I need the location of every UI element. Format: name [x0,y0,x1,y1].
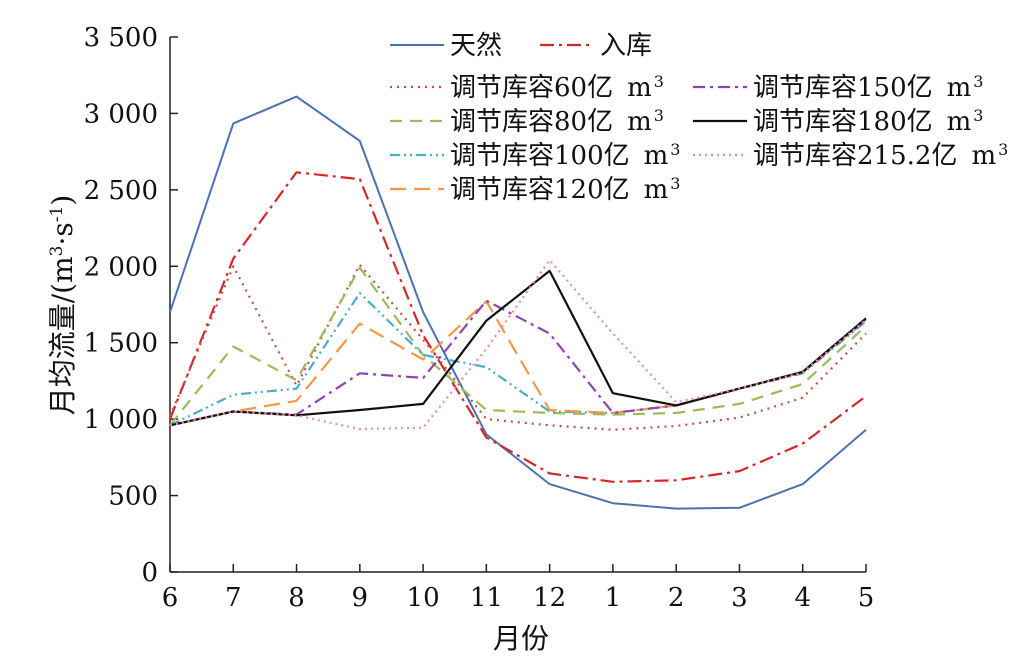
legend-unit: m [644,175,669,205]
legend-item-0: 天然 [390,31,502,61]
y-tick-label: 2 500 [84,176,158,206]
x-tick-label: 10 [407,583,440,613]
x-axis-title: 月份 [493,622,549,655]
legend-unit: m [947,73,972,103]
legend-unit-sup: 3 [973,106,983,125]
x-tick-label: 6 [162,583,179,613]
series-line-8 [169,259,867,431]
tick-labels: 0 500 1 000 1 500 2 000 2 500 3 000 3 500 6 7 8 9 10… [84,23,875,613]
y-tick-label: 2 000 [84,252,158,282]
legend-unit-sup: 3 [670,140,680,159]
y-axis-title-mid: ·s [46,222,79,245]
legend-label: 调节库容180亿 m 3 [753,106,983,138]
y-axis-title-sup1: 3 [47,246,67,257]
legend-unit: m [627,107,652,137]
y-tick-label: 0 [141,558,158,588]
series-line-0 [169,95,867,510]
legend-series-name: 天然 [450,31,502,61]
y-tick-label: 1 500 [84,329,158,359]
legend-unit-sup: 3 [998,140,1008,159]
series-line-1 [168,171,867,483]
y-tick-label: 3 000 [84,99,158,129]
legend-item-4: 调节库容100亿 m 3 [390,140,680,172]
legend-series-name: 调节库容215.2亿 [753,141,957,171]
x-tick-label: 1 [605,583,622,613]
legend-series-name: 入库 [600,31,652,61]
legend-series-name: 调节库容150亿 [753,73,933,103]
legend-label: 调节库容100亿 m 3 [450,140,680,172]
legend-series-name: 调节库容120亿 [450,175,630,205]
x-tick-label: 2 [668,583,685,613]
legend-item-1: 入库 [540,31,652,61]
x-tick-label: 7 [225,583,242,613]
legend-label: 调节库容80亿 m 3 [450,106,664,138]
legend-unit: m [947,107,972,137]
legend-label: 入库 [600,31,652,61]
x-tick-label: 8 [288,583,305,613]
y-axis-title-suffix: ) [46,195,79,206]
legend-item-8: 调节库容215.2亿 m 3 [693,140,1008,172]
legend-series-name: 调节库容100亿 [450,141,630,171]
y-tick-label: 500 [108,482,158,512]
legend-unit-sup: 3 [654,72,664,91]
y-axis-title: 月均流量/(m3·s-1) [46,195,79,416]
legend-label: 调节库容215.2亿 m 3 [753,140,1008,172]
legend-unit-sup: 3 [654,106,664,125]
y-axis-title-sup2: -1 [47,206,67,223]
x-tick-label: 3 [731,583,748,613]
legend-item-2: 调节库容60亿 m 3 [390,72,664,104]
x-tick-label: 12 [533,583,566,613]
series-line-6 [169,299,867,427]
series-line-3 [169,266,867,426]
legend-label: 调节库容150亿 m 3 [753,72,983,104]
series-line-2 [168,263,867,431]
legend-unit: m [644,141,669,171]
y-axis-title-prefix: 月均流量/(m [46,256,79,415]
plot-area [168,95,867,510]
series-line-5 [169,300,867,427]
legend-unit: m [627,73,652,103]
legend-label: 调节库容60亿 m 3 [450,72,664,104]
legend-series-name: 调节库容180亿 [753,107,933,137]
legend-series-name: 调节库容80亿 [450,107,613,137]
y-tick-label: 3 500 [84,23,158,53]
legend-item-3: 调节库容80亿 m 3 [390,106,664,138]
legend-label: 天然 [450,31,502,61]
legend-item-5: 调节库容120亿 m 3 [390,174,680,206]
legend-label: 调节库容120亿 m 3 [450,174,680,206]
axes [169,36,867,573]
x-tick-label: 9 [352,583,369,613]
x-tick-label: 5 [858,583,875,613]
x-tick-label: 11 [470,583,503,613]
legend-unit-sup: 3 [670,174,680,193]
y-tick-label: 1 000 [84,405,158,435]
x-tick-label: 4 [794,583,811,613]
legend-unit-sup: 3 [973,72,983,91]
legend-unit: m [971,141,996,171]
legend-item-7: 调节库容180亿 m 3 [693,106,983,138]
series-line-7 [169,269,867,427]
legend-series-name: 调节库容60亿 [450,73,613,103]
legend-item-6: 调节库容150亿 m 3 [693,72,983,104]
